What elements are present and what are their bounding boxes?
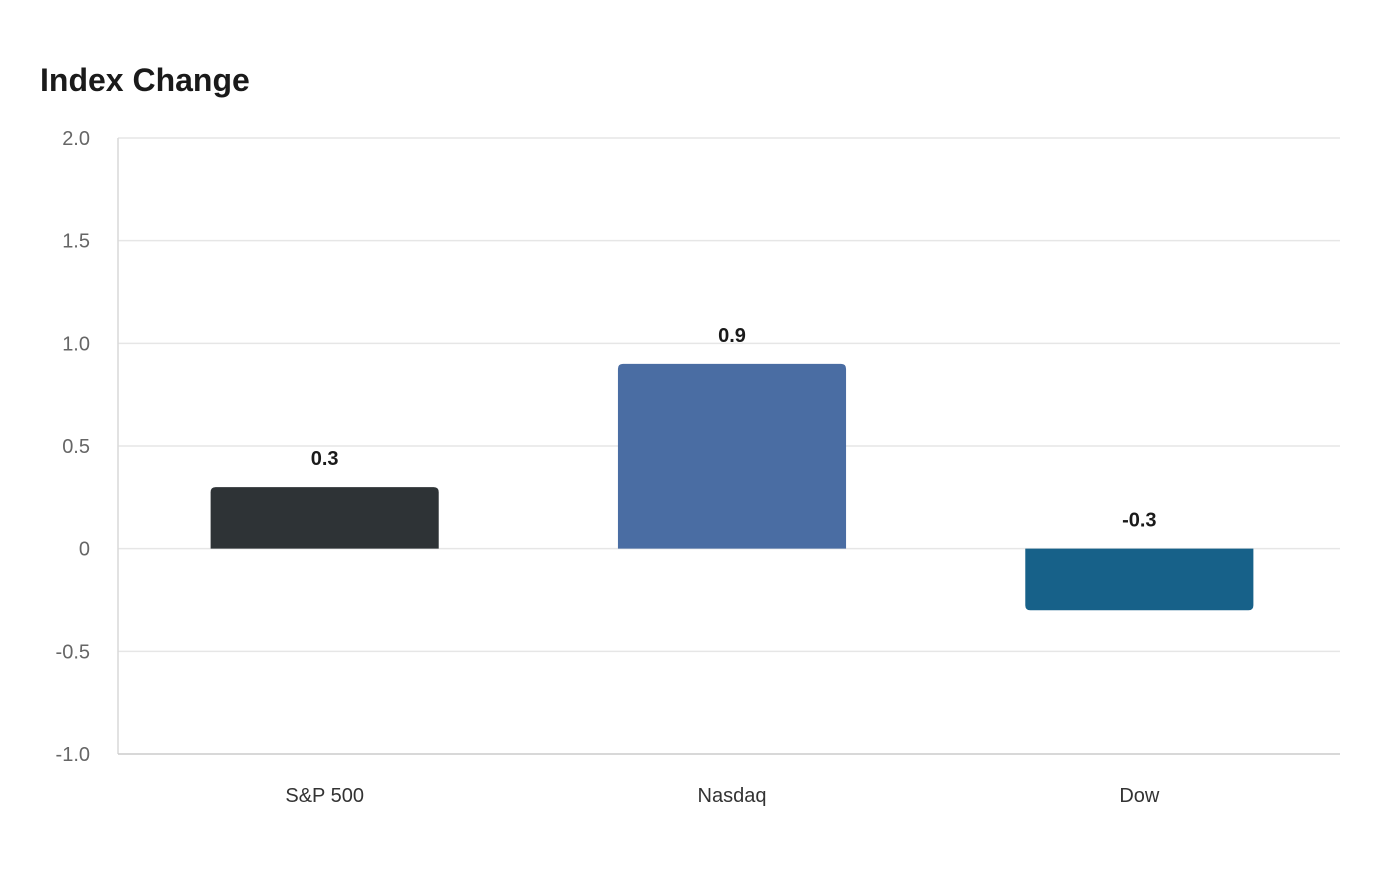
- value-label: 0.3: [311, 448, 339, 470]
- x-tick-label: Nasdaq: [698, 785, 767, 807]
- bar-s-p-500: [210, 487, 439, 549]
- axes: [117, 138, 1340, 755]
- bar-nasdaq: [617, 363, 847, 549]
- y-tick-label: 0.5: [62, 436, 90, 458]
- y-tick-label: -1.0: [56, 744, 90, 766]
- bar-dow: [1025, 548, 1254, 611]
- value-label: -0.3: [1122, 510, 1156, 532]
- x-tick-label: Dow: [1119, 785, 1160, 807]
- chart-title: Index Change: [40, 62, 250, 98]
- value-labels: 0.3 0.9 -0.3: [311, 325, 1157, 532]
- y-tick-label: 0: [79, 539, 90, 561]
- x-tick-label: S&P 500: [285, 785, 364, 807]
- value-label: 0.9: [718, 325, 746, 347]
- y-tick-label: 1.5: [62, 231, 90, 253]
- y-axis-ticks: -1.0 -0.5 0 0.5 1.0 1.5 2.0: [56, 128, 90, 766]
- y-tick-label: -0.5: [56, 641, 90, 663]
- y-tick-label: 1.0: [62, 333, 90, 355]
- bars: [210, 363, 1254, 611]
- y-tick-label: 2.0: [62, 128, 90, 150]
- x-axis-ticks: S&P 500 Nasdaq Dow: [285, 785, 1160, 807]
